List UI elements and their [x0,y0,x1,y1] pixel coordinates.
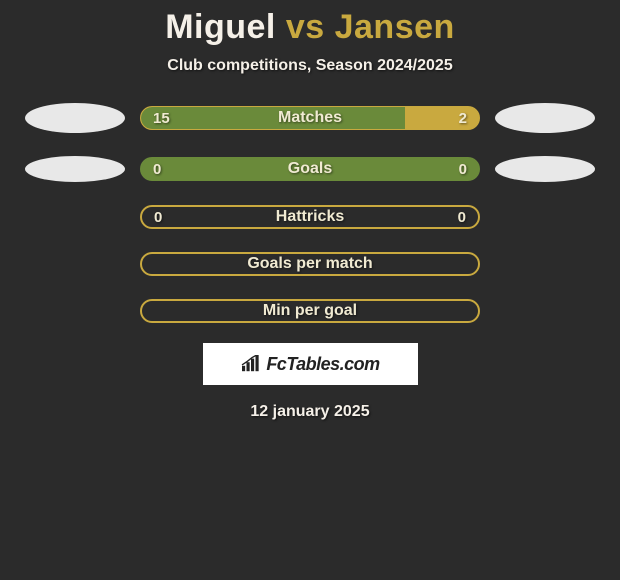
stat-label: Goals [288,160,332,178]
player2-oval-icon [495,103,595,133]
stat-rows: 15 Matches 2 0 Goals 0 0 Hattricks 0 [0,103,620,323]
comparison-card: Miguel vs Jansen Club competitions, Seas… [0,0,620,421]
stat-bar: Goals per match [140,252,480,276]
bar-fill-left [141,107,405,129]
stat-row: Goals per match [0,252,620,276]
stat-bar: Min per goal [140,299,480,323]
stat-left-value: 0 [153,161,161,178]
vs-separator: vs [286,8,325,46]
stat-left-value: 15 [153,110,170,127]
stat-label: Min per goal [263,302,357,320]
page-title: Miguel vs Jansen [0,8,620,47]
spacer [15,311,140,312]
stat-right-value: 0 [458,209,466,226]
spacer [15,264,140,265]
bar-chart-icon [240,355,262,373]
spacer [480,217,605,218]
player2-name: Jansen [335,8,455,46]
player1-oval-icon [25,156,125,182]
date-label: 12 january 2025 [0,403,620,421]
stat-row: 15 Matches 2 [0,103,620,133]
stat-right-value: 0 [459,161,467,178]
bar-fill-right [405,107,479,129]
spacer [480,311,605,312]
player1-name: Miguel [165,8,276,46]
stat-row: 0 Goals 0 [0,156,620,182]
logo-box: FcTables.com [203,343,418,385]
stat-label: Goals per match [247,255,372,273]
stat-bar: 15 Matches 2 [140,106,480,130]
stat-bar: 0 Goals 0 [140,157,480,181]
stat-label: Matches [278,109,342,127]
stat-left-value: 0 [154,209,162,226]
stat-bar: 0 Hattricks 0 [140,205,480,229]
player1-oval-icon [25,103,125,133]
spacer [15,217,140,218]
stat-right-value: 2 [459,110,467,127]
stat-row: 0 Hattricks 0 [0,205,620,229]
stat-label: Hattricks [276,208,344,226]
spacer [480,264,605,265]
logo-text: FcTables.com [266,354,379,375]
stat-row: Min per goal [0,299,620,323]
player2-oval-icon [495,156,595,182]
subtitle: Club competitions, Season 2024/2025 [0,57,620,75]
